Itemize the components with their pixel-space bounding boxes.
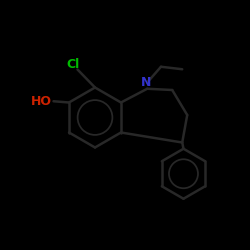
Text: Cl: Cl — [66, 58, 80, 71]
Text: HO: HO — [30, 95, 52, 108]
Text: N: N — [141, 76, 151, 89]
